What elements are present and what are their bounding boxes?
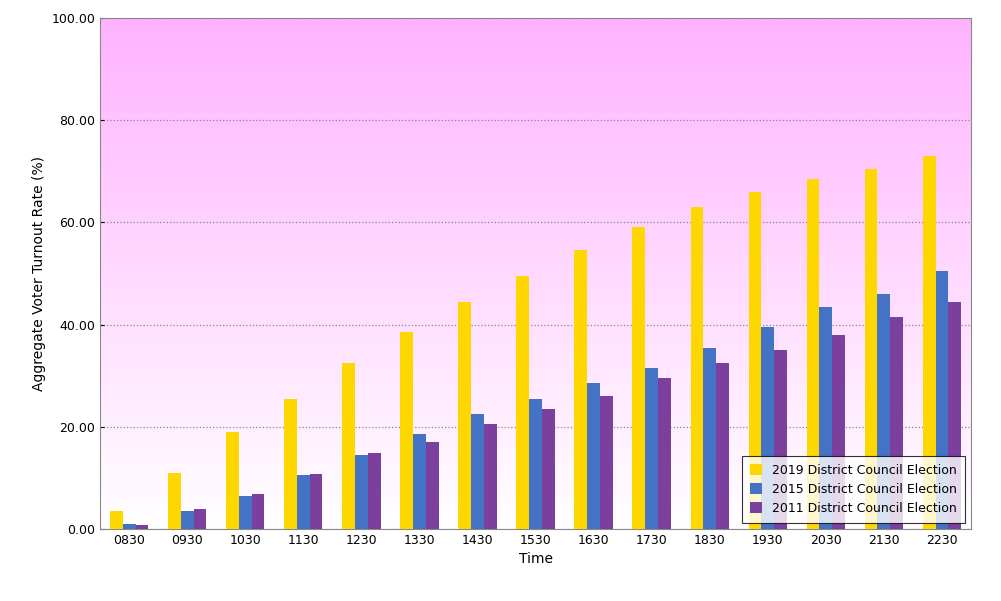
Bar [762,327,774,529]
Bar [425,442,438,529]
Bar [110,511,123,529]
Bar [633,227,646,529]
Bar [948,302,961,529]
Bar [530,398,542,529]
Bar [517,276,530,529]
Bar [181,511,193,529]
Bar [923,156,936,529]
Bar [878,294,890,529]
Bar [309,474,322,529]
Legend: 2019 District Council Election, 2015 District Council Election, 2011 District Co: 2019 District Council Election, 2015 Dis… [743,456,965,523]
Bar [471,414,483,529]
Bar [168,472,181,529]
Bar [355,455,367,529]
Bar [284,398,297,529]
Bar [691,207,704,529]
Y-axis label: Aggregate Voter Turnout Rate (%): Aggregate Voter Turnout Rate (%) [32,156,46,391]
Bar [865,169,878,529]
Bar [820,307,832,529]
Bar [458,302,471,529]
Bar [542,409,555,529]
Bar [251,494,264,529]
Bar [483,424,496,529]
Bar [123,523,135,529]
Bar [600,396,613,529]
Bar [588,383,600,529]
Bar [646,368,658,529]
Bar [367,453,380,529]
Bar [226,432,239,529]
Bar [413,435,425,529]
Bar [193,510,206,529]
Bar [297,475,309,529]
Bar [239,496,251,529]
Bar [716,363,729,529]
Bar [575,251,588,529]
Bar [658,378,671,529]
Bar [400,332,413,529]
Bar [342,363,355,529]
Bar [749,192,762,529]
Bar [704,347,716,529]
Bar [807,179,820,529]
Bar [832,335,845,529]
Bar [135,525,148,529]
Bar [890,317,903,529]
Bar [774,350,787,529]
X-axis label: Time: Time [519,552,553,566]
Bar [936,271,948,529]
